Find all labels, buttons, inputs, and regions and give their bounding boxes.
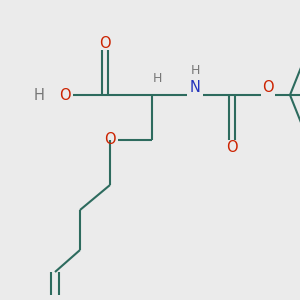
- Text: H: H: [34, 88, 44, 103]
- Text: H: H: [152, 73, 162, 85]
- Text: H: H: [190, 64, 200, 77]
- Text: O: O: [104, 133, 116, 148]
- Text: O: O: [262, 80, 274, 94]
- Text: O: O: [226, 140, 238, 155]
- Text: N: N: [190, 80, 200, 94]
- Text: O: O: [59, 88, 71, 103]
- Text: O: O: [99, 37, 111, 52]
